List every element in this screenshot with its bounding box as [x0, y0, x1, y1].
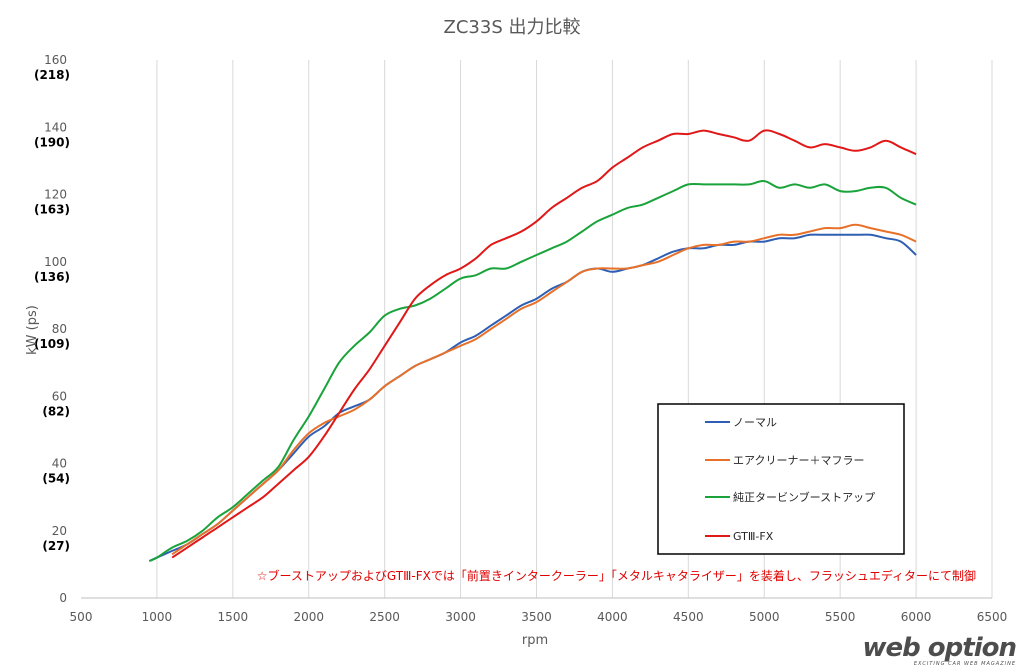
x-tick-label: 2500 — [369, 610, 400, 624]
y-tick-ps-label: (109) — [34, 337, 70, 351]
series-line-3 — [148, 180, 917, 562]
y-tick-label: 80 — [52, 322, 67, 336]
legend-label: 純正タービンブーストアップ — [733, 490, 875, 504]
y-tick-label: 0 — [59, 591, 67, 605]
x-tick-label: 5500 — [825, 610, 856, 624]
x-tick-label: 6000 — [901, 610, 932, 624]
y-tick-label: 100 — [44, 255, 67, 269]
y-tick-ps-label: (136) — [34, 270, 70, 284]
x-tick-label: 3500 — [521, 610, 552, 624]
x-tick-label: 1500 — [218, 610, 249, 624]
y-tick-label: 140 — [44, 120, 67, 134]
y-tick-label: 120 — [44, 188, 67, 202]
series-line-2 — [171, 223, 917, 556]
y-tick-ps-label: (190) — [34, 135, 70, 149]
y-tick-label: 60 — [52, 389, 67, 403]
series-lines — [148, 129, 917, 562]
y-tick-ps-label: (82) — [42, 404, 70, 418]
y-tick-label: 40 — [52, 457, 67, 471]
legend-label: エアクリーナー＋マフラー — [733, 454, 864, 467]
weboption-watermark: web option EXCITING CAR WEB MAGAZINE — [862, 633, 1017, 667]
legend-label: ノーマル — [733, 416, 777, 429]
x-tick-label: 5000 — [749, 610, 780, 624]
y-axis-ticks: 0 20(27) 40(54) 60(82) 80(109) 100(136) 120(16… — [34, 53, 70, 605]
x-tick-label: 4500 — [673, 610, 704, 624]
x-tick-label: 1000 — [142, 610, 173, 624]
x-tick-label: 4000 — [597, 610, 628, 624]
y-tick-ps-label: (218) — [34, 68, 70, 82]
y-tick-ps-label: (163) — [34, 203, 70, 217]
series-line-4 — [171, 129, 917, 559]
x-axis-ticks: 500 1000 1500 2000 2500 3000 3500 4000 4500 5000 5… — [70, 610, 1008, 624]
x-tick-label: 2000 — [293, 610, 324, 624]
chart-title: ZC33S 出力比較 — [444, 17, 581, 38]
y-tick-ps-label: (27) — [42, 539, 70, 553]
x-tick-label: 6500 — [977, 610, 1008, 624]
watermark-logo: web option — [862, 633, 1017, 663]
annotation-note: ☆ブーストアップおよびGTⅢ-FXでは「前置きインタークーラー」「メタルキャタラ… — [257, 568, 976, 583]
y-tick-label: 20 — [52, 524, 67, 538]
legend-label: GTⅢ-FX — [733, 530, 774, 543]
y-tick-label: 160 — [44, 53, 67, 67]
y-axis-label: kW (ps) — [25, 305, 40, 355]
x-axis-label: rpm — [522, 633, 548, 648]
legend-box — [657, 403, 905, 555]
x-tick-label: 3000 — [445, 610, 476, 624]
watermark-tagline: EXCITING CAR WEB MAGAZINE — [913, 661, 1016, 667]
x-tick-label: 500 — [70, 610, 93, 624]
y-tick-ps-label: (54) — [42, 472, 70, 486]
